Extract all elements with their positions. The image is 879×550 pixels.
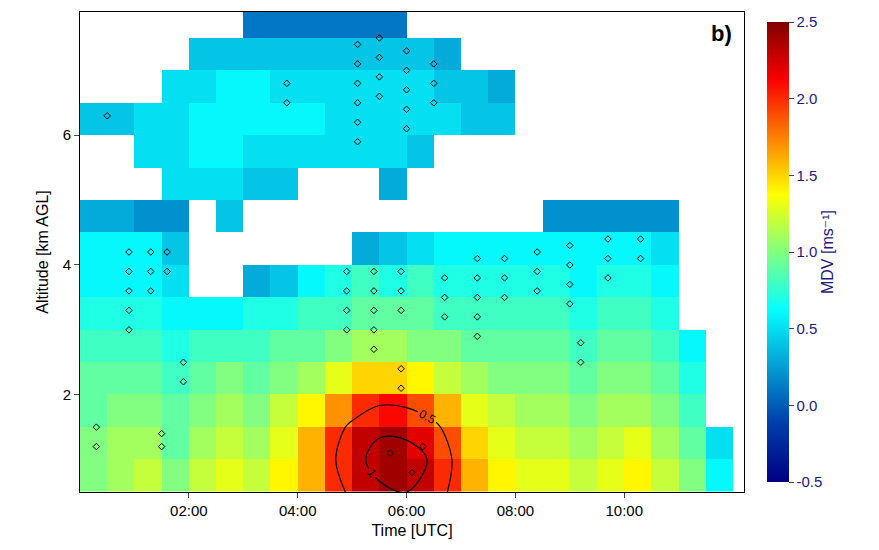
svg-text:1.5: 1.5	[797, 167, 818, 184]
svg-text:2: 2	[63, 386, 71, 403]
svg-text:1.0: 1.0	[797, 243, 818, 260]
svg-text:10:00: 10:00	[605, 502, 643, 519]
svg-text:0.0: 0.0	[797, 397, 818, 414]
svg-text:2.5: 2.5	[797, 13, 818, 30]
svg-text:0.5: 0.5	[417, 407, 439, 428]
svg-text:6: 6	[63, 126, 71, 143]
svg-text:0.5: 0.5	[797, 320, 818, 337]
svg-text:06:00: 06:00	[388, 502, 426, 519]
svg-text:08:00: 08:00	[497, 502, 535, 519]
svg-text:2.0: 2.0	[797, 90, 818, 107]
svg-text:04:00: 04:00	[279, 502, 317, 519]
svg-text:b): b)	[711, 21, 732, 46]
svg-text:02:00: 02:00	[170, 502, 208, 519]
svg-text:1: 1	[364, 466, 379, 480]
svg-text:4: 4	[63, 256, 71, 273]
svg-text:-0.5: -0.5	[797, 473, 823, 490]
svg-text:Altitude [km AGL]: Altitude [km AGL]	[34, 190, 51, 314]
svg-text:Time [UTC]: Time [UTC]	[371, 522, 452, 539]
svg-text:MDV [ms⁻¹]: MDV [ms⁻¹]	[819, 210, 836, 294]
